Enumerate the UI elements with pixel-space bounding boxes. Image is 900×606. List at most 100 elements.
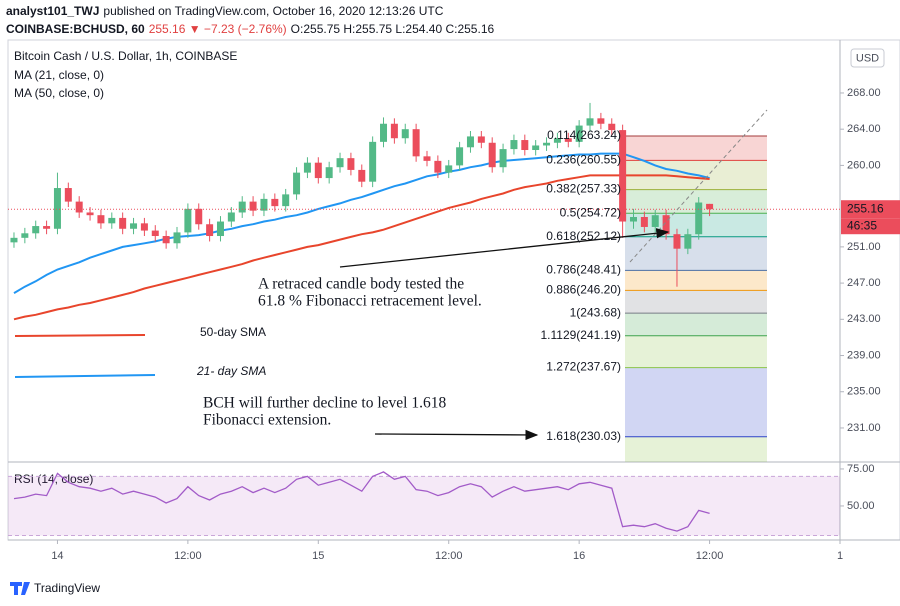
plot-area	[8, 102, 840, 321]
y-tick-label: 251.00	[847, 241, 881, 253]
countdown: 46:35	[847, 218, 877, 232]
ohlc: O:255.75 H:255.75 L:254.40 C:255.16	[291, 22, 495, 36]
y-tick-label: 239.00	[847, 349, 881, 361]
y-tick-label: 264.00	[847, 123, 881, 135]
candle-body	[456, 147, 464, 166]
candle-body	[488, 142, 496, 168]
candle-body	[608, 123, 616, 131]
candle-body	[260, 198, 268, 211]
candle-body	[640, 217, 648, 227]
candle-body	[108, 217, 116, 224]
candle-body	[271, 198, 279, 207]
quote-line: COINBASE:BCHUSD, 60 255.16 ▼ −7.23 (−2.76…	[6, 22, 494, 36]
candle-body	[390, 123, 398, 139]
fib-band	[625, 313, 767, 336]
x-tick-label: 12:00	[174, 550, 202, 562]
candle-body	[282, 194, 290, 207]
arrow	[339, 228, 670, 268]
fib-label: 0.114(263.24)	[547, 128, 621, 142]
y-tick-label: 268.00	[847, 87, 881, 99]
fib-band	[625, 270, 767, 291]
candle-body	[119, 217, 127, 229]
sma-sample-line	[14, 334, 146, 337]
annotation: A retraced candle body tested the	[258, 276, 464, 293]
candle-body	[293, 172, 301, 195]
candle-body	[477, 136, 485, 143]
price-tag	[841, 200, 900, 219]
author: analyst101_TWJ	[6, 4, 99, 18]
candle-body	[532, 145, 540, 151]
symbol: COINBASE:BCHUSD, 60	[6, 22, 145, 36]
candle-body	[238, 201, 246, 213]
fib-label: 0.618(252.12)	[546, 229, 621, 243]
rsi-title: RSI (14, close)	[14, 472, 93, 486]
candle-body	[706, 203, 714, 210]
change: 255.16 ▼ −7.23 (−2.76%)	[149, 22, 287, 36]
candle-body	[21, 233, 29, 238]
candle-body	[249, 201, 257, 211]
candle-body	[53, 188, 61, 229]
candle-body	[673, 234, 681, 249]
fib-label: 0.786(248.41)	[546, 263, 621, 277]
moving-average	[13, 174, 710, 321]
currency-button[interactable]	[850, 48, 885, 68]
annotation: 21- day SMA	[196, 364, 266, 378]
fib-label: 0.886(246.20)	[546, 283, 621, 297]
y-tick-label: 260.00	[847, 159, 881, 171]
candle-body	[619, 130, 627, 222]
candle-body	[597, 118, 605, 124]
fib-band	[625, 335, 767, 368]
y-tick-label: 235.00	[847, 386, 881, 398]
currency[interactable]: USD	[856, 52, 879, 64]
candle-body	[43, 226, 51, 229]
candle-body	[651, 215, 659, 227]
x-tick-label: 15	[312, 550, 324, 562]
candle-body	[543, 142, 551, 146]
x-tick-label: 12:00	[435, 550, 463, 562]
price-tag-label: 255.16	[847, 201, 884, 215]
candle-body	[521, 140, 529, 151]
candle-body	[629, 217, 637, 222]
candle-body	[347, 158, 355, 170]
candle-body	[173, 232, 181, 244]
candle-body	[695, 202, 703, 235]
candle-body	[162, 236, 170, 244]
fib-label: 0.382(257.33)	[546, 182, 621, 196]
candle-body	[575, 125, 583, 142]
candle-body	[499, 149, 507, 168]
candle-body	[434, 160, 442, 173]
candle-body	[303, 162, 311, 173]
y-tick-label: 247.00	[847, 277, 881, 289]
x-tick-label: 16	[573, 550, 585, 562]
candle-body	[358, 169, 366, 182]
chart-title: Bitcoin Cash / U.S. Dollar, 1h, COINBASE	[14, 49, 237, 63]
fib-band	[625, 189, 767, 214]
fib-band	[625, 436, 767, 462]
fibonacci	[625, 135, 767, 462]
fib-label: 1(243.68)	[570, 305, 621, 319]
candle-body	[564, 138, 572, 142]
arrow	[374, 429, 539, 441]
annotation: 61.8 % Fibonacci retracement level.	[258, 293, 482, 310]
rsi-band	[8, 476, 840, 536]
countdown-tag	[841, 218, 900, 235]
candle-body	[216, 221, 224, 237]
candle-body	[466, 136, 474, 148]
fib-band	[625, 367, 767, 437]
candle-body	[380, 123, 388, 142]
candle-body	[445, 165, 453, 173]
candle-body	[325, 167, 333, 179]
candle-body	[553, 138, 561, 143]
annotation: Fibonacci extension.	[203, 412, 331, 429]
candle-body	[86, 212, 94, 216]
candle-body	[401, 129, 409, 139]
moving-average	[13, 152, 710, 294]
y-tick-label: 243.00	[847, 313, 881, 325]
candle-body	[510, 140, 518, 150]
candle-body	[151, 230, 159, 237]
annotation: 50-day SMA	[200, 325, 266, 339]
rsi-tick-label: 75.00	[847, 463, 875, 475]
candle-body	[97, 215, 105, 224]
candle-body	[10, 237, 18, 243]
